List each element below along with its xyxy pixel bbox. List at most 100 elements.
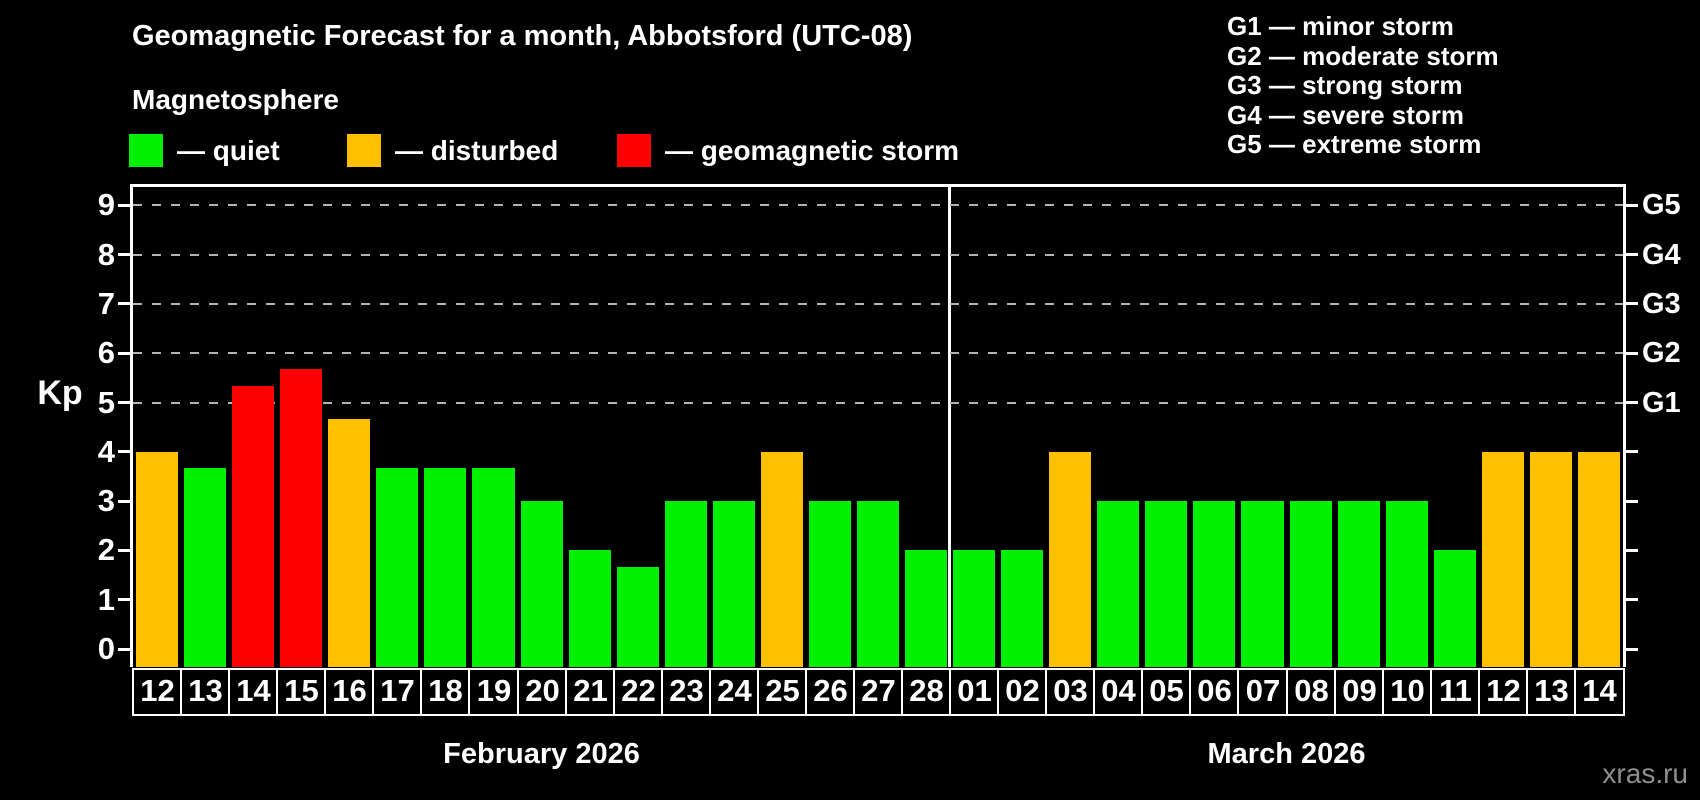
kp-bar — [424, 468, 466, 667]
kp-bar — [1434, 550, 1476, 667]
g-level-label: G3 — [1642, 288, 1681, 320]
date-cell: 20 — [517, 668, 568, 716]
gridline — [133, 352, 1623, 354]
y-axis-tick — [1626, 450, 1638, 453]
date-cell: 16 — [324, 668, 375, 716]
date-cell: 25 — [757, 668, 808, 716]
kp-bar — [665, 501, 707, 667]
y-tick-label: 1 — [97, 582, 115, 617]
kp-bar — [136, 452, 178, 667]
kp-bar — [232, 386, 274, 667]
kp-bar — [1049, 452, 1091, 667]
y-tick-label: 3 — [97, 483, 115, 518]
date-cell: 11 — [1430, 668, 1481, 716]
g-legend-line: G1 — minor storm — [1227, 11, 1454, 41]
date-cell: 14 — [1574, 668, 1625, 716]
y-axis-tick — [118, 302, 130, 305]
y-axis-tick — [118, 352, 130, 355]
y-tick-label: 7 — [97, 286, 115, 321]
date-cell: 06 — [1189, 668, 1240, 716]
g-level-label: G1 — [1642, 387, 1681, 419]
legend-label: — geomagnetic storm — [665, 135, 960, 166]
date-cell: 21 — [565, 668, 616, 716]
kp-bar — [1386, 501, 1428, 667]
g-scale-legend: G1 — minor storm G2 — moderate storm G3 — … — [1227, 11, 1499, 160]
date-cell: 28 — [901, 668, 952, 716]
kp-bar — [184, 468, 226, 667]
g-legend-line: G5 — extreme storm — [1227, 129, 1482, 159]
date-cell: 12 — [132, 668, 183, 716]
y-tick-label: 2 — [97, 532, 115, 567]
date-cell: 19 — [468, 668, 520, 716]
kp-bar — [280, 369, 322, 667]
kp-bar — [1001, 550, 1043, 667]
date-cell: 26 — [805, 668, 856, 716]
date-cell: 15 — [276, 668, 327, 716]
legend-label: — quiet — [177, 135, 280, 166]
kp-bar — [1145, 501, 1187, 667]
y-axis-tick — [1626, 352, 1638, 355]
g-level-label: G2 — [1642, 337, 1681, 369]
date-cell: 08 — [1286, 668, 1337, 716]
kp-bar — [809, 501, 851, 667]
y-axis-left-spine — [130, 184, 133, 667]
y-axis-tick — [118, 598, 130, 601]
g-legend-line: G4 — severe storm — [1227, 99, 1465, 130]
kp-bar — [905, 550, 947, 667]
y-tick-label: 0 — [97, 631, 115, 666]
y-axis-tick — [118, 450, 130, 453]
y-axis-tick — [1626, 549, 1638, 552]
date-cell: 23 — [661, 668, 712, 716]
y-axis-tick — [118, 204, 130, 207]
y-axis-tick — [118, 500, 130, 503]
y-axis-right-spine — [1623, 184, 1626, 667]
y-axis-tick — [1626, 204, 1638, 207]
kp-bar — [761, 452, 803, 667]
month-label-march: March 2026 — [1207, 738, 1366, 770]
kp-bar — [1193, 501, 1235, 667]
gridline — [133, 402, 1623, 404]
date-cell: 17 — [372, 668, 423, 716]
date-cell: 27 — [853, 668, 904, 716]
kp-bar — [1482, 452, 1524, 667]
y-axis-tick — [1626, 500, 1638, 503]
kp-bar — [376, 468, 418, 667]
y-tick-label: 8 — [97, 237, 115, 272]
kp-bar — [1578, 452, 1620, 667]
y-axis-tick — [118, 401, 130, 404]
date-cell: 01 — [949, 668, 1000, 716]
kp-bar — [857, 501, 899, 667]
y-axis-tick — [118, 253, 130, 256]
storm-color-swatch-icon — [617, 134, 651, 167]
y-axis-tick — [118, 648, 130, 651]
date-cell: 05 — [1141, 668, 1192, 716]
y-axis-tick — [1626, 598, 1638, 601]
disturbed-color-swatch-icon — [347, 134, 381, 167]
y-tick-label: 6 — [97, 335, 115, 370]
date-cell: 07 — [1237, 668, 1289, 716]
date-cell: 02 — [997, 668, 1048, 716]
y-axis-tick — [1626, 648, 1638, 651]
date-cell: 09 — [1334, 668, 1385, 716]
kp-bar — [1241, 501, 1284, 667]
kp-bar — [617, 567, 659, 667]
kp-bar — [713, 501, 755, 667]
gridline — [133, 204, 1623, 206]
quiet-color-swatch-icon — [129, 134, 163, 167]
date-cell: 13 — [180, 668, 231, 716]
y-axis-label-kp: Kp — [37, 374, 83, 412]
y-axis-tick — [1626, 253, 1638, 256]
legend-label: — disturbed — [395, 135, 559, 166]
kp-bar — [328, 419, 370, 667]
g-legend-line: G2 — moderate storm — [1227, 40, 1499, 71]
date-cell: 18 — [420, 668, 471, 716]
top-spine — [130, 184, 1626, 187]
date-cell: 10 — [1382, 668, 1433, 716]
chart-subtitle: Magnetosphere — [132, 84, 339, 115]
date-cell: 12 — [1478, 668, 1529, 716]
kp-bar — [953, 550, 995, 667]
kp-bar — [1338, 501, 1380, 667]
y-tick-label: 5 — [97, 385, 115, 420]
y-tick-label: 4 — [97, 434, 115, 469]
